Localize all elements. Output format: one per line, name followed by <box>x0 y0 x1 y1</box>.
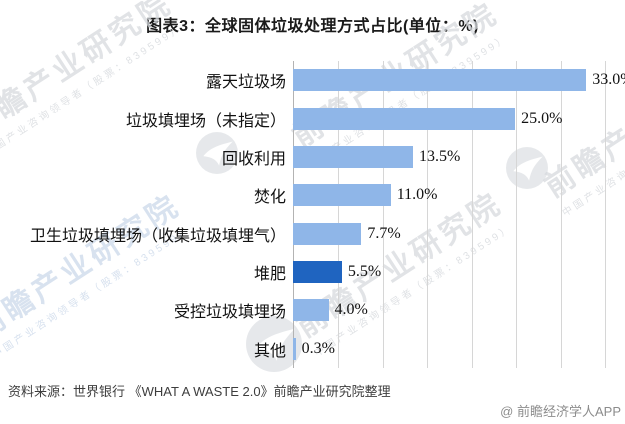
bar <box>293 222 362 245</box>
source-note: 资料来源：世界银行 《WHAT A WASTE 2.0》前瞻产业研究院整理 <box>8 384 391 399</box>
category-label: 焚化 <box>253 189 286 207</box>
category-label: 受控垃圾填埋场 <box>173 304 286 322</box>
gridline <box>605 61 606 368</box>
value-label: 13.5% <box>418 147 461 165</box>
credit-note: @ 前瞻经济学人APP <box>500 404 621 419</box>
bar-zone: 13.5% <box>293 138 625 176</box>
bar-zone: 25.0% <box>293 99 625 137</box>
bar-rows: 露天垃圾场 33.0% 垃圾填埋场（未指定） 25.0% 回收利用 13.5% … <box>0 61 625 368</box>
bar-row: 其他 0.3% <box>0 330 625 368</box>
bar-zone: 7.7% <box>293 214 625 252</box>
category-label: 堆肥 <box>253 265 286 283</box>
bar <box>293 299 329 322</box>
category-label: 其他 <box>253 342 286 360</box>
bar-row: 焚化 11.0% <box>0 176 625 214</box>
bar <box>293 184 391 207</box>
bar <box>293 145 413 168</box>
value-label: 7.7% <box>367 224 401 242</box>
bar-zone: 33.0% <box>293 61 625 99</box>
bar-zone: 11.0% <box>293 176 625 214</box>
bar <box>293 107 516 130</box>
gridline <box>516 61 518 368</box>
bar-row: 堆肥 5.5% <box>0 253 625 291</box>
bar <box>293 69 587 92</box>
gridline <box>471 61 473 368</box>
bar-row: 回收利用 13.5% <box>0 138 625 176</box>
value-label: 11.0% <box>396 186 438 204</box>
bar-row: 垃圾填埋场（未指定） 25.0% <box>0 99 625 137</box>
bar-zone: 4.0% <box>293 291 625 329</box>
bar-row: 受控垃圾填埋场 4.0% <box>0 291 625 329</box>
bar <box>293 337 296 360</box>
category-label: 露天垃圾场 <box>205 74 286 92</box>
bar-row: 卫生垃圾填埋场（收集垃圾填埋气） 7.7% <box>0 214 625 252</box>
chart-title: 图表3：全球固体垃圾处理方式占比(单位：%) <box>146 18 479 35</box>
category-label: 卫生垃圾填埋场（收集垃圾填埋气） <box>29 227 286 245</box>
value-label: 0.3% <box>301 339 335 357</box>
gridline <box>427 61 429 368</box>
value-label: 25.0% <box>521 109 563 127</box>
category-label: 垃圾填埋场（未指定） <box>125 112 286 130</box>
gridline <box>338 61 340 368</box>
bar-row: 露天垃圾场 33.0% <box>0 61 625 99</box>
bar <box>293 260 342 283</box>
gridline <box>382 61 384 368</box>
gridline <box>560 61 562 368</box>
plot-area <box>293 61 606 368</box>
value-label: 5.5% <box>347 262 382 280</box>
bar-zone: 5.5% <box>293 253 625 291</box>
category-label: 回收利用 <box>221 150 286 168</box>
value-label: 4.0% <box>334 301 368 319</box>
bar-zone: 0.3% <box>293 330 625 368</box>
value-label: 33.0% <box>592 71 625 89</box>
